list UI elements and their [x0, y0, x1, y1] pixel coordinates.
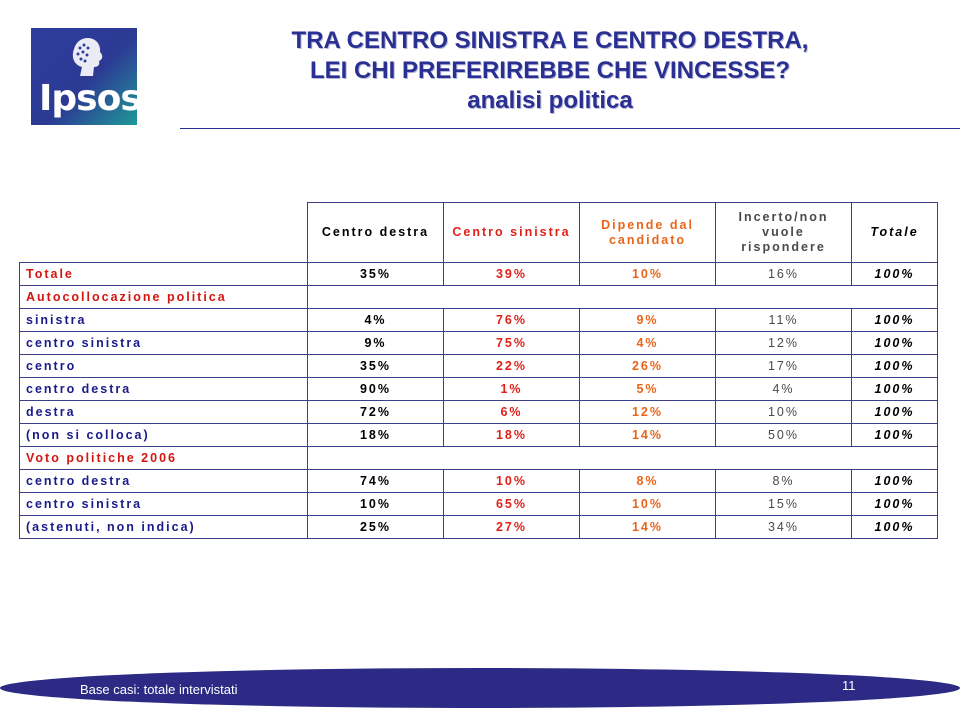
cell-centro-destra: 18% — [307, 423, 444, 447]
section-spacer — [307, 446, 938, 470]
row-label: (astenuti, non indica) — [19, 515, 308, 539]
page-title: TRA CENTRO SINISTRA E CENTRO DESTRA, LEI… — [180, 26, 920, 116]
logo-wordmark: Ipsos — [39, 78, 142, 119]
cell-dipende: 12% — [579, 400, 716, 424]
table-row-totale: Totale 35% 39% 10% 16% 100% — [19, 262, 938, 286]
cell-totale: 100% — [851, 377, 938, 401]
row-label: centro sinistra — [19, 331, 308, 355]
cell-incerto: 17% — [715, 354, 852, 378]
row-label: centro — [19, 354, 308, 378]
table-row: centro 35% 22% 26% 17% 100% — [19, 354, 938, 378]
table-row: centro sinistra 9% 75% 4% 12% 100% — [19, 331, 938, 355]
cell-centro-sinistra: 22% — [443, 354, 580, 378]
table-row: sinistra 4% 76% 9% 11% 100% — [19, 308, 938, 332]
cell-incerto: 12% — [715, 331, 852, 355]
logo-head-icon — [72, 38, 103, 76]
table-row: (astenuti, non indica) 25% 27% 14% 34% 1… — [19, 515, 938, 539]
results-table: Centro destra Centro sinistra Dipende da… — [19, 202, 938, 539]
cell-centro-destra: 35% — [307, 354, 444, 378]
cell-dipende: 4% — [579, 331, 716, 355]
row-label: centro destra — [19, 469, 308, 493]
cell-centro-sinistra: 65% — [443, 492, 580, 516]
row-label: centro sinistra — [19, 492, 308, 516]
cell-centro-sinistra: 1% — [443, 377, 580, 401]
cell-totale: 100% — [851, 400, 938, 424]
cell-centro-destra: 10% — [307, 492, 444, 516]
row-label: sinistra — [19, 308, 308, 332]
footer-bar — [0, 668, 960, 708]
cell-centro-destra: 35% — [307, 262, 444, 286]
header-blank-cell — [19, 202, 308, 263]
table-row: centro sinistra 10% 65% 10% 15% 100% — [19, 492, 938, 516]
cell-centro-sinistra: 75% — [443, 331, 580, 355]
cell-centro-sinistra: 76% — [443, 308, 580, 332]
cell-totale: 100% — [851, 354, 938, 378]
cell-centro-sinistra: 27% — [443, 515, 580, 539]
cell-incerto: 8% — [715, 469, 852, 493]
cell-centro-destra: 25% — [307, 515, 444, 539]
section-spacer — [307, 285, 938, 309]
cell-totale: 100% — [851, 331, 938, 355]
cell-centro-destra: 4% — [307, 308, 444, 332]
cell-centro-sinistra: 6% — [443, 400, 580, 424]
cell-dipende: 5% — [579, 377, 716, 401]
section-header-row: Voto politiche 2006 — [19, 446, 938, 470]
cell-centro-destra: 90% — [307, 377, 444, 401]
cell-incerto: 4% — [715, 377, 852, 401]
cell-totale: 100% — [851, 515, 938, 539]
row-label: centro destra — [19, 377, 308, 401]
title-line-2: LEI CHI PREFERIREBBE CHE VINCESSE? — [309, 57, 791, 84]
header-centro-destra: Centro destra — [307, 202, 444, 263]
title-line-3: analisi politica — [467, 87, 633, 114]
cell-dipende: 8% — [579, 469, 716, 493]
cell-incerto: 34% — [715, 515, 852, 539]
cell-incerto: 50% — [715, 423, 852, 447]
table-row: centro destra 74% 10% 8% 8% 100% — [19, 469, 938, 493]
section-header-row: Autocollocazione politica — [19, 285, 938, 309]
cell-dipende: 14% — [579, 515, 716, 539]
cell-centro-sinistra: 18% — [443, 423, 580, 447]
table-row: centro destra 90% 1% 5% 4% 100% — [19, 377, 938, 401]
table-row: destra 72% 6% 12% 10% 100% — [19, 400, 938, 424]
title-divider — [180, 128, 960, 129]
header-centro-sinistra: Centro sinistra — [443, 202, 580, 263]
row-label: Totale — [19, 262, 308, 286]
footer-note: Base casi: totale intervistati — [80, 682, 238, 697]
cell-totale: 100% — [851, 262, 938, 286]
cell-centro-destra: 72% — [307, 400, 444, 424]
cell-centro-destra: 74% — [307, 469, 444, 493]
cell-totale: 100% — [851, 469, 938, 493]
cell-incerto: 16% — [715, 262, 852, 286]
row-label: (non si colloca) — [19, 423, 308, 447]
cell-dipende: 26% — [579, 354, 716, 378]
table-header-row: Centro destra Centro sinistra Dipende da… — [19, 202, 938, 263]
cell-dipende: 14% — [579, 423, 716, 447]
section-label: Autocollocazione politica — [19, 285, 308, 309]
cell-centro-sinistra: 10% — [443, 469, 580, 493]
cell-centro-sinistra: 39% — [443, 262, 580, 286]
page-number: 11 — [842, 678, 856, 693]
cell-incerto: 10% — [715, 400, 852, 424]
cell-totale: 100% — [851, 423, 938, 447]
cell-dipende: 9% — [579, 308, 716, 332]
cell-dipende: 10% — [579, 262, 716, 286]
cell-centro-destra: 9% — [307, 331, 444, 355]
cell-incerto: 11% — [715, 308, 852, 332]
header-dipende: Dipende dal candidato — [579, 202, 716, 263]
cell-totale: 100% — [851, 492, 938, 516]
header-incerto: Incerto/non vuole rispondere — [715, 202, 852, 263]
cell-dipende: 10% — [579, 492, 716, 516]
ipsos-logo: Ipsos — [31, 28, 142, 125]
row-label: destra — [19, 400, 308, 424]
header-totale: Totale — [851, 202, 938, 263]
section-label: Voto politiche 2006 — [19, 446, 308, 470]
cell-incerto: 15% — [715, 492, 852, 516]
title-line-1: TRA CENTRO SINISTRA E CENTRO DESTRA, — [291, 27, 809, 54]
table-row: (non si colloca) 18% 18% 14% 50% 100% — [19, 423, 938, 447]
cell-totale: 100% — [851, 308, 938, 332]
